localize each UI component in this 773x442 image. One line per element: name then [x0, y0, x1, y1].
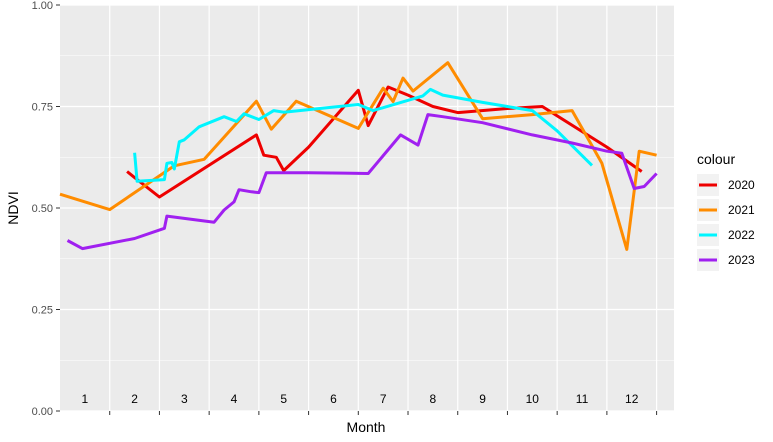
series-lines: [59, 61, 658, 251]
month-label: 2: [131, 392, 138, 406]
legend-title: colour: [697, 151, 735, 167]
legend-label-2021: 2021: [728, 203, 755, 217]
month-labels: 1 2 3 4 5 6 7 8 9 10 11 12: [82, 392, 639, 406]
month-label: 1: [82, 392, 89, 406]
y-tick-label: 1.00: [32, 0, 53, 12]
series-line-2021: [59, 61, 657, 251]
minor-gridlines: [60, 55, 674, 361]
legend-label-2022: 2022: [728, 228, 755, 242]
month-label: 4: [231, 392, 238, 406]
y-axis-title: NDVI: [5, 191, 21, 224]
x-axis-title: Month: [347, 419, 386, 435]
x-axis: [109, 411, 658, 415]
y-tick-label: 0.25: [32, 305, 53, 317]
legend-label-2020: 2020: [728, 178, 755, 192]
month-label: 5: [280, 392, 287, 406]
series-line-2022: [133, 87, 594, 183]
month-label: 12: [625, 392, 639, 406]
month-label: 7: [380, 392, 387, 406]
y-tick-label: 0.75: [32, 102, 53, 114]
month-label: 8: [430, 392, 437, 406]
month-label: 11: [576, 392, 589, 406]
legend-label-2023: 2023: [728, 253, 755, 267]
y-axis: 0.00 0.25 0.50 0.75 1.00: [32, 0, 60, 418]
y-tick-label: 0.50: [32, 203, 53, 215]
month-label: 6: [330, 392, 337, 406]
y-tick-label: 0.00: [32, 406, 53, 418]
month-label: 9: [479, 392, 486, 406]
month-label: 3: [181, 392, 188, 406]
legend: colour 2020 2021 2022 2023: [697, 151, 755, 271]
month-label: 10: [526, 392, 540, 406]
series-line-2023: [66, 113, 658, 251]
